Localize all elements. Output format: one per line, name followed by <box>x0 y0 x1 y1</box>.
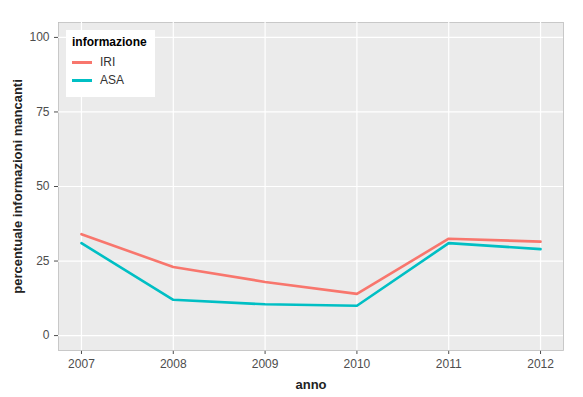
html-text:informazione: informazione <box>72 35 147 49</box>
svg-text:25: 25 <box>36 254 50 268</box>
svg-text:100: 100 <box>29 30 49 44</box>
svg-text:2011: 2011 <box>436 357 462 371</box>
html-text:ASA: ASA <box>100 73 124 87</box>
svg-text:2008: 2008 <box>160 357 187 371</box>
svg-text:percentuale informazioni manca: percentuale informazioni mancanti <box>10 79 25 294</box>
svg-text:anno: anno <box>295 377 326 392</box>
svg-text:2010: 2010 <box>344 357 371 371</box>
svg-text:75: 75 <box>36 105 50 119</box>
svg-text:2009: 2009 <box>252 357 279 371</box>
svg-text:2012: 2012 <box>527 357 554 371</box>
svg-text:50: 50 <box>36 179 50 193</box>
svg-text:2007: 2007 <box>68 357 95 371</box>
svg-text:0: 0 <box>43 328 50 342</box>
html-text:IRI: IRI <box>100 55 116 69</box>
